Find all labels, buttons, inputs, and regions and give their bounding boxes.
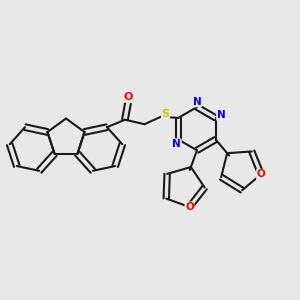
Text: S: S [161,109,169,119]
Text: N: N [217,110,225,120]
Text: O: O [123,92,133,102]
Text: O: O [256,169,266,179]
Text: N: N [172,139,181,149]
Text: N: N [193,97,201,107]
Text: O: O [185,202,194,212]
